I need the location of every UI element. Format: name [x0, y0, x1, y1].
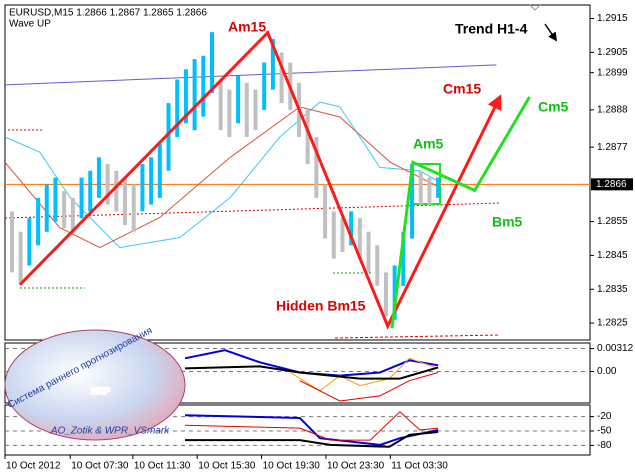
logo-authors: AO_Zotik & WPR_VSmark: [50, 426, 170, 437]
indicator-line: [4, 101, 441, 249]
y-tick-label: 1.2835: [597, 284, 628, 295]
annotation: Am5: [413, 136, 444, 152]
wave-line: [390, 96, 531, 329]
annotation: Trend H1-4: [455, 21, 528, 37]
chart-subtitle: Wave UP: [9, 19, 51, 30]
annotations: Am15 Trend H1-4 Cm15 Am5 Cm5 Bm5 Hidden …: [228, 19, 569, 314]
y-tick-label: 1.2915: [597, 13, 628, 24]
x-tick-label: 10 Oct 19:30: [263, 461, 321, 472]
x-tick-label: 10 Oct 07:30: [71, 461, 129, 472]
y-tick-label: -20: [597, 411, 612, 422]
price-box: [591, 178, 633, 191]
y-tick-label: 1.2855: [597, 216, 628, 227]
logo: Система раннего прогнозирования SRP AO_Z…: [4, 325, 186, 441]
panel2-frame: [4, 404, 591, 456]
x-tick-label: 10 Oct 2012: [6, 461, 61, 472]
level-line: [334, 334, 501, 339]
scroll-mark: [528, 3, 542, 11]
x-tick-label: 10 Oct 23:30: [327, 461, 385, 472]
annotation: Cm15: [443, 81, 481, 97]
wave-line: [18, 30, 502, 330]
logo-name: SRP: [90, 387, 111, 398]
indicator-line: [184, 411, 439, 441]
annotation: Cm5: [538, 99, 569, 115]
indicator-line: [185, 431, 439, 448]
y-tick-label: 1.2877: [597, 142, 628, 153]
logo-ellipse: [4, 329, 186, 441]
trend-arrow: [544, 23, 558, 42]
y-tick-label: 0.00: [597, 366, 617, 377]
x-tick-label: 10 Oct 11:30: [134, 461, 191, 472]
panel1-frame: [4, 342, 591, 404]
indicator-line: [184, 365, 439, 380]
y-tick-label: 0.00312: [597, 343, 634, 354]
y-tick-label: -50: [597, 426, 612, 437]
y-tick-label: 1.2899: [597, 67, 628, 78]
indicator-line: [299, 372, 439, 402]
y-tick-label: 1.2825: [597, 318, 628, 329]
y-tick-label: 1.2905: [597, 47, 628, 58]
chart-title: EURUSD,M15 1.2866 1.2867 1.2865 1.2866: [9, 8, 207, 19]
annotation: Am15: [228, 19, 266, 35]
x-tick-label: 11 Oct 03:30: [391, 461, 448, 472]
annotation: Bm5: [492, 214, 523, 230]
y-tick-label: -80: [597, 440, 612, 451]
annotation: Hidden Bm15: [276, 298, 366, 314]
y-tick-label: 1.2845: [597, 250, 628, 261]
level-line: [4, 202, 501, 219]
price-label: 1.2866: [596, 179, 627, 190]
indicator-line: [4, 106, 441, 249]
main-frame: [4, 4, 591, 341]
x-tick-label: 10 Oct 15:30: [198, 461, 256, 472]
indicator-line: [4, 64, 497, 86]
y-tick-label: 1.2888: [597, 105, 628, 116]
